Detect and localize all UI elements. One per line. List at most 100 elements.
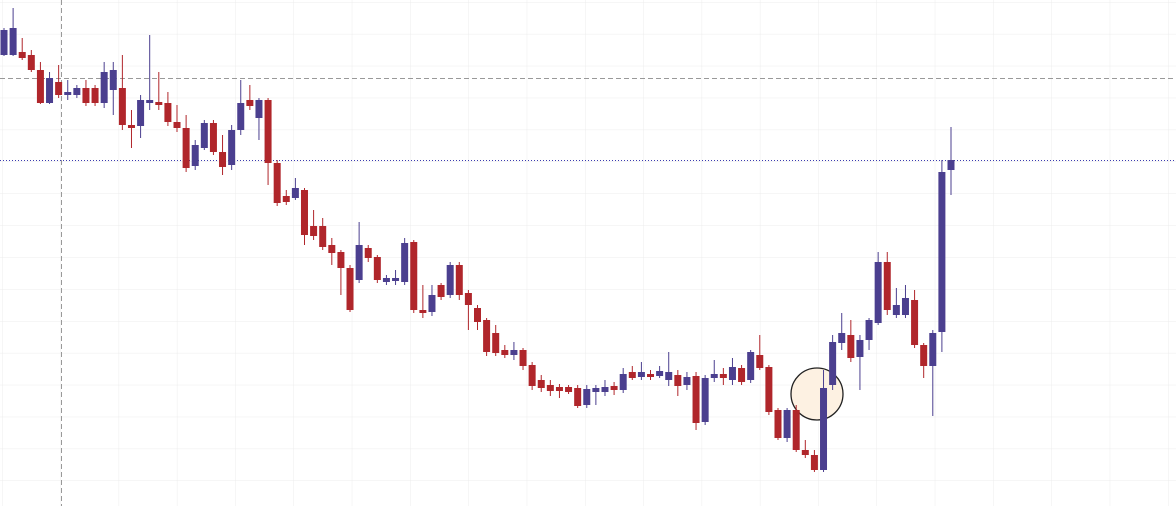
candle-body [200, 123, 208, 148]
candle-body [911, 300, 919, 345]
candle-body [109, 70, 117, 90]
candle-body [355, 245, 363, 280]
candle-body [27, 55, 35, 70]
candle-body [118, 88, 126, 125]
candle-body [683, 377, 691, 385]
candle-body [492, 333, 500, 353]
candle-body [0, 30, 8, 55]
candle-body [209, 123, 217, 152]
candle-body [137, 100, 145, 126]
candle-body [291, 188, 299, 198]
candle-body [728, 367, 736, 380]
candle-body [328, 245, 336, 253]
candle-body [46, 78, 54, 103]
candle-body [610, 386, 618, 390]
candle-body [601, 387, 609, 392]
candle-body [501, 350, 509, 355]
candle-body [874, 262, 882, 323]
candle-body [455, 265, 463, 295]
candle-body [792, 410, 800, 450]
candle-body [428, 295, 436, 312]
candle-body [483, 320, 491, 352]
candle-body [628, 372, 636, 378]
candle-body [947, 160, 955, 170]
candle-body [82, 88, 90, 103]
candle-body [738, 368, 746, 382]
candle-body [519, 350, 527, 366]
candle-body [255, 100, 263, 118]
candle-body [437, 285, 445, 297]
candle-body [73, 88, 81, 95]
candle-body [555, 387, 563, 391]
candle-body [164, 103, 172, 122]
candle-body [883, 262, 891, 310]
candle-body [173, 122, 181, 128]
candle-body [856, 340, 864, 357]
candle-body [182, 128, 190, 168]
candle-body [838, 333, 846, 343]
candle-body [574, 388, 582, 406]
candle-body [319, 226, 327, 247]
candle-body [474, 308, 481, 322]
candle-body [382, 278, 390, 282]
candle-body [364, 248, 372, 258]
candle-body [273, 163, 281, 203]
candle-body [310, 226, 318, 236]
candle-body [710, 374, 718, 378]
candle-body [373, 257, 381, 280]
candle-body [865, 320, 873, 340]
candle-body [127, 125, 135, 128]
candle-body [719, 374, 727, 378]
candle-body [929, 333, 937, 366]
candle-body [920, 345, 928, 366]
candle-body [246, 100, 254, 106]
candle-body [146, 100, 154, 103]
candle-body [674, 375, 682, 386]
candle-body [783, 410, 791, 438]
candle-body [446, 265, 454, 295]
candle-body [91, 88, 99, 103]
candle-body [337, 252, 345, 268]
candle-body [892, 305, 900, 315]
candle-body [701, 378, 709, 422]
candle-body [18, 52, 26, 58]
candle-body [155, 102, 163, 105]
candle-body [510, 350, 518, 355]
candle-body [847, 335, 855, 358]
candle-body [692, 376, 700, 423]
candle-body [219, 152, 227, 167]
candle-body [64, 92, 72, 95]
candle-body [464, 293, 472, 305]
candle-body [55, 82, 63, 95]
candle-body [765, 367, 773, 412]
candle-body [810, 455, 818, 470]
candle-body [637, 372, 645, 377]
candle-body [938, 172, 946, 332]
candle-body [228, 130, 236, 165]
candle-body [264, 100, 272, 163]
candles [0, 8, 955, 472]
candle-body [901, 298, 909, 315]
candle-body [801, 450, 809, 455]
candle-body [392, 278, 400, 281]
candle-body [237, 103, 245, 130]
candle-body [401, 243, 409, 282]
candle-body [100, 72, 108, 103]
candle-body [282, 196, 290, 202]
candle-body [419, 310, 427, 313]
candle-body [528, 365, 536, 386]
candle-body [665, 372, 673, 380]
candle-body [300, 190, 308, 235]
candle-body [36, 70, 44, 103]
candle-body [656, 371, 664, 376]
candle-body [191, 145, 199, 166]
candle-body [9, 28, 17, 55]
candle-body [537, 380, 545, 388]
candle-body [410, 242, 418, 310]
candle-body [592, 388, 600, 392]
candle-body [647, 374, 655, 377]
candle-body [619, 374, 627, 390]
